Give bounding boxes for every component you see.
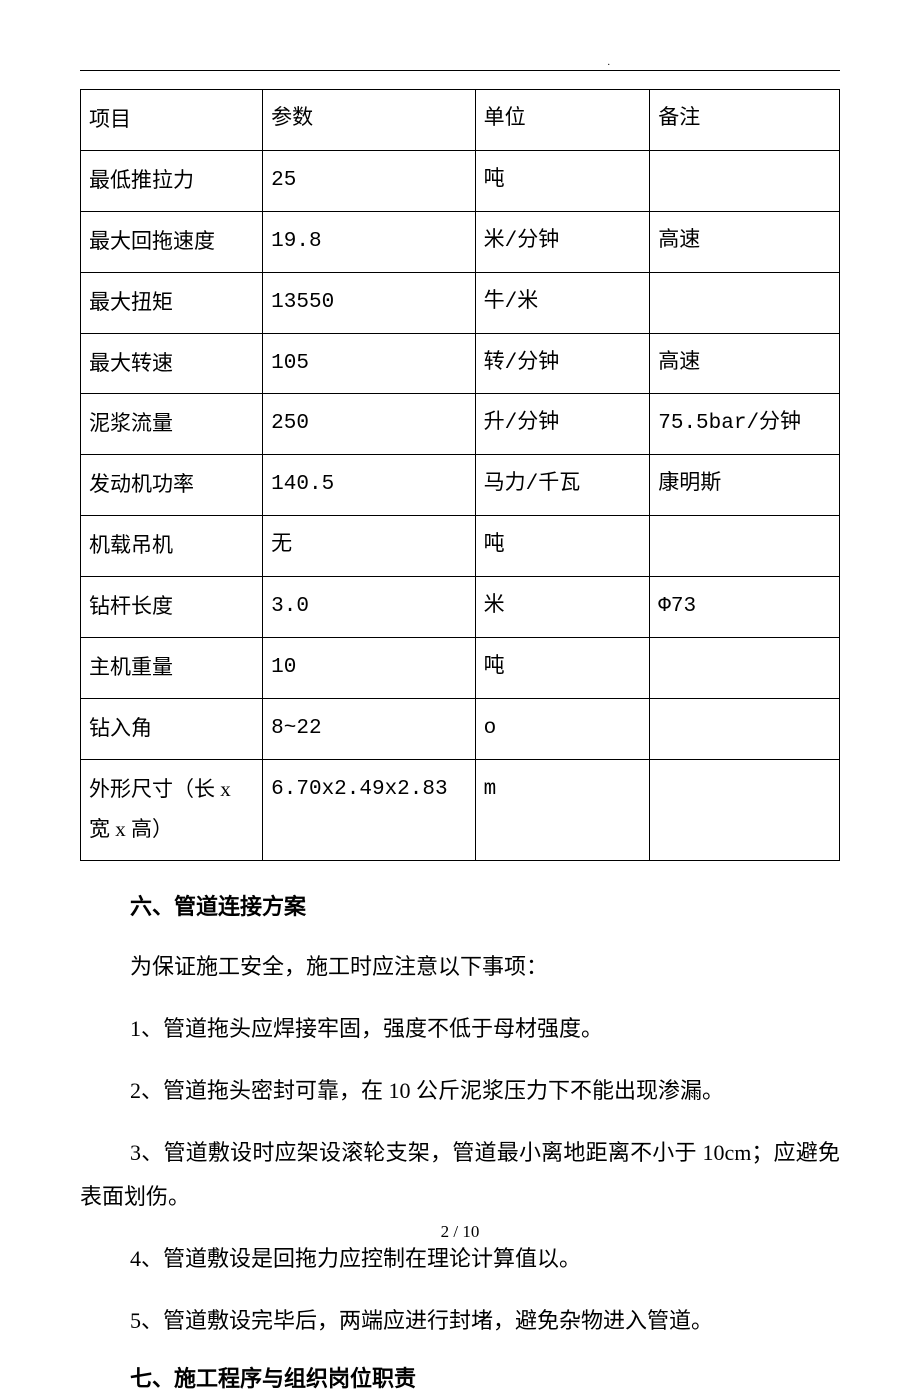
table-header-cell: 备注 xyxy=(650,90,840,151)
page-number: 2 / 10 xyxy=(0,1222,920,1242)
table-cell: 高速 xyxy=(650,211,840,272)
table-row: 最大回拖速度19.8米/分钟高速 xyxy=(81,211,840,272)
table-cell xyxy=(650,516,840,577)
table-row: 机载吊机无吨 xyxy=(81,516,840,577)
table-cell: 主机重量 xyxy=(81,638,263,699)
table-cell: 马力/千瓦 xyxy=(475,455,650,516)
table-cell: 泥浆流量 xyxy=(81,394,263,455)
table-cell: m xyxy=(475,759,650,860)
table-cell: 最大转速 xyxy=(81,333,263,394)
table-cell: Φ73 xyxy=(650,577,840,638)
table-row: 钻杆长度3.0米Φ73 xyxy=(81,577,840,638)
table-row: 最大转速105转/分钟高速 xyxy=(81,333,840,394)
table-cell: 最低推拉力 xyxy=(81,150,263,211)
table-cell: 吨 xyxy=(475,150,650,211)
table-row: 泥浆流量250升/分钟75.5bar/分钟 xyxy=(81,394,840,455)
table-cell: 3.0 xyxy=(263,577,476,638)
table-cell: 250 xyxy=(263,394,476,455)
table-cell: 最大扭矩 xyxy=(81,272,263,333)
table-cell: 外形尺寸（长 x 宽 x 高） xyxy=(81,759,263,860)
table-cell xyxy=(650,272,840,333)
table-row: 外形尺寸（长 x 宽 x 高）6.70x2.49x2.83m xyxy=(81,759,840,860)
list-item: 3、管道敷设时应架设滚轮支架，管道最小离地距离不小于 10cm；应避免表面划伤。 xyxy=(80,1131,840,1219)
table-header-cell: 项目 xyxy=(81,90,263,151)
table-cell: 吨 xyxy=(475,638,650,699)
table-cell: 19.8 xyxy=(263,211,476,272)
section-seven-heading: 七、施工程序与组织岗位职责 xyxy=(130,1361,840,1393)
table-header-cell: 参数 xyxy=(263,90,476,151)
table-cell xyxy=(650,759,840,860)
table-cell: 机载吊机 xyxy=(81,516,263,577)
header-rule: . xyxy=(80,70,840,71)
table-cell: 吨 xyxy=(475,516,650,577)
table-cell: 无 xyxy=(263,516,476,577)
table-cell: 13550 xyxy=(263,272,476,333)
table-cell xyxy=(650,638,840,699)
header-dot: . xyxy=(608,57,611,68)
table-cell: o xyxy=(475,698,650,759)
table-cell: 高速 xyxy=(650,333,840,394)
table-cell: 发动机功率 xyxy=(81,455,263,516)
table-cell: 钻杆长度 xyxy=(81,577,263,638)
table-cell: 75.5bar/分钟 xyxy=(650,394,840,455)
table-cell: 140.5 xyxy=(263,455,476,516)
table-row: 钻入角8~22o xyxy=(81,698,840,759)
section-six-intro: 为保证施工安全，施工时应注意以下事项： xyxy=(130,945,840,989)
table-row: 最大扭矩13550牛/米 xyxy=(81,272,840,333)
list-item: 4、管道敷设是回拖力应控制在理论计算值以。 xyxy=(130,1237,840,1281)
table-row: 最低推拉力25吨 xyxy=(81,150,840,211)
table-cell: 转/分钟 xyxy=(475,333,650,394)
table-header-row: 项目 参数 单位 备注 xyxy=(81,90,840,151)
table-cell: 8~22 xyxy=(263,698,476,759)
table-cell: 康明斯 xyxy=(650,455,840,516)
table-cell: 最大回拖速度 xyxy=(81,211,263,272)
list-item: 1、管道拖头应焊接牢固，强度不低于母材强度。 xyxy=(130,1007,840,1051)
table-cell: 牛/米 xyxy=(475,272,650,333)
table-header-cell: 单位 xyxy=(475,90,650,151)
table-row: 主机重量10吨 xyxy=(81,638,840,699)
table-cell: 米 xyxy=(475,577,650,638)
section-six-heading: 六、管道连接方案 xyxy=(130,889,840,921)
table-cell xyxy=(650,698,840,759)
table-cell: 6.70x2.49x2.83 xyxy=(263,759,476,860)
table-cell: 105 xyxy=(263,333,476,394)
table-cell: 升/分钟 xyxy=(475,394,650,455)
list-item: 2、管道拖头密封可靠，在 10 公斤泥浆压力下不能出现渗漏。 xyxy=(130,1069,840,1113)
table-cell xyxy=(650,150,840,211)
table-cell: 米/分钟 xyxy=(475,211,650,272)
list-item: 5、管道敷设完毕后，两端应进行封堵，避免杂物进入管道。 xyxy=(130,1299,840,1343)
spec-table: 项目 参数 单位 备注 最低推拉力25吨 最大回拖速度19.8米/分钟高速 最大… xyxy=(80,89,840,861)
table-cell: 10 xyxy=(263,638,476,699)
table-cell: 25 xyxy=(263,150,476,211)
table-row: 发动机功率140.5马力/千瓦康明斯 xyxy=(81,455,840,516)
table-cell: 钻入角 xyxy=(81,698,263,759)
